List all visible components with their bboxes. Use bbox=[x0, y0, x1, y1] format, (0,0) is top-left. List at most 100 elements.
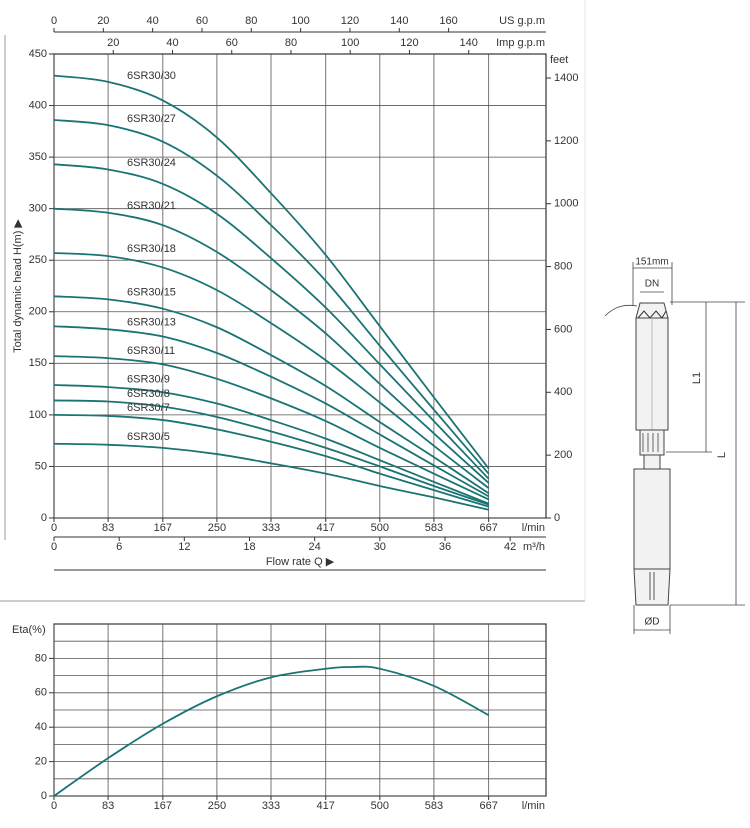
dimension-label: DN bbox=[645, 279, 659, 290]
x-tick-label: 0 bbox=[51, 800, 57, 812]
series-line bbox=[53, 207, 490, 484]
y-tick-label: 50 bbox=[35, 460, 47, 472]
x-unit: l/min bbox=[522, 522, 545, 534]
x-tick-label: 24 bbox=[309, 541, 321, 553]
series-line bbox=[53, 355, 490, 501]
y2-axis-title: feet bbox=[550, 54, 568, 66]
x-tick-label: 140 bbox=[460, 37, 478, 49]
x-tick-label: 83 bbox=[102, 522, 114, 534]
series-label: 6SR30/5 bbox=[127, 431, 170, 443]
series-label: 6SR30/7 bbox=[127, 402, 170, 414]
y2-tick-label: 1000 bbox=[554, 198, 578, 210]
y-tick-label: 80 bbox=[35, 652, 47, 664]
y-tick-label: 450 bbox=[29, 48, 47, 60]
y-tick-label: 200 bbox=[29, 306, 47, 318]
axis-unit: Imp g.p.m bbox=[496, 37, 545, 49]
x-tick-label: 250 bbox=[208, 800, 226, 812]
x-tick-label: 667 bbox=[479, 800, 497, 812]
axis-unit: US g.p.m bbox=[499, 15, 545, 27]
series-line bbox=[53, 665, 490, 797]
x-tick-label: 60 bbox=[226, 37, 238, 49]
series-label: 6SR30/13 bbox=[127, 316, 176, 328]
y-tick-label: 300 bbox=[29, 203, 47, 215]
intake-grille bbox=[642, 433, 659, 452]
y-tick-label: 250 bbox=[29, 254, 47, 266]
motor-base bbox=[633, 568, 671, 606]
x-tick-label: 42 bbox=[504, 541, 516, 553]
x-tick-label: 417 bbox=[317, 522, 335, 534]
x-tick-label: 6 bbox=[116, 541, 122, 553]
y-tick-label: 60 bbox=[35, 687, 47, 699]
x-tick-label: 167 bbox=[154, 522, 172, 534]
x-tick-label: 80 bbox=[245, 15, 257, 27]
series-label: 6SR30/18 bbox=[127, 243, 176, 255]
x-tick-label: 12 bbox=[178, 541, 190, 553]
x-tick-label: 18 bbox=[243, 541, 255, 553]
series-line bbox=[53, 413, 489, 508]
series-line bbox=[53, 442, 489, 511]
series-line bbox=[53, 119, 490, 475]
dimension-label: ØD bbox=[645, 617, 660, 628]
x-tick-label: 160 bbox=[439, 15, 457, 27]
x-tick-label: 100 bbox=[341, 37, 359, 49]
x-tick-label: 60 bbox=[196, 15, 208, 27]
x-tick-label: 583 bbox=[425, 522, 443, 534]
y-tick-label: 20 bbox=[35, 756, 47, 768]
y2-tick-label: 400 bbox=[554, 386, 572, 398]
series-label: 6SR30/30 bbox=[127, 70, 176, 82]
y2-tick-label: 1400 bbox=[554, 72, 578, 84]
series-line bbox=[53, 384, 489, 505]
x-tick-label: 167 bbox=[154, 800, 172, 812]
y2-tick-label: 0 bbox=[554, 512, 560, 524]
x-tick-label: 120 bbox=[341, 15, 359, 27]
y-tick-label: 350 bbox=[29, 151, 47, 163]
x-unit: l/min bbox=[522, 800, 545, 812]
x-tick-label: 0 bbox=[51, 541, 57, 553]
series-label: 6SR30/21 bbox=[127, 200, 176, 212]
dimension-label: L1 bbox=[691, 372, 703, 384]
series-label: 6SR30/24 bbox=[127, 157, 176, 169]
x-tick-label: 417 bbox=[317, 800, 335, 812]
series-line bbox=[53, 399, 489, 506]
y-tick-label: 400 bbox=[29, 99, 47, 111]
x-tick-label: 20 bbox=[107, 37, 119, 49]
pump-diagram: 151mm DN L1 L ØD bbox=[604, 257, 745, 634]
series-label: 6SR30/11 bbox=[127, 345, 175, 357]
y-tick-label: 40 bbox=[35, 721, 47, 733]
x-tick-label: 40 bbox=[147, 15, 159, 27]
x-tick-label: 500 bbox=[371, 522, 389, 534]
x-tick-label: 36 bbox=[439, 541, 451, 553]
x-tick-label: 100 bbox=[291, 15, 309, 27]
x-tick-label: 0 bbox=[51, 522, 57, 534]
x-tick-label: 80 bbox=[285, 37, 297, 49]
x-tick-label: 500 bbox=[371, 800, 389, 812]
motor-base-detail bbox=[649, 572, 655, 600]
pump-head-detail bbox=[637, 310, 667, 319]
series-line bbox=[53, 163, 490, 480]
series-label: 6SR30/15 bbox=[127, 286, 176, 298]
series-line bbox=[53, 74, 490, 470]
y-tick-label: 0 bbox=[41, 790, 47, 802]
x-tick-label: 83 bbox=[102, 800, 114, 812]
x-tick-label: 583 bbox=[425, 800, 443, 812]
series-line bbox=[53, 325, 490, 498]
axis-unit: m³/h bbox=[523, 541, 545, 553]
x-tick-label: 667 bbox=[479, 522, 497, 534]
series-label: 6SR30/27 bbox=[127, 113, 176, 125]
x-tick-label: 333 bbox=[262, 800, 280, 812]
x-tick-label: 120 bbox=[400, 37, 418, 49]
y2-tick-label: 200 bbox=[554, 449, 572, 461]
x-tick-label: 0 bbox=[51, 15, 57, 27]
dimension-label: 151mm bbox=[635, 257, 668, 268]
x-tick-label: 140 bbox=[390, 15, 408, 27]
y-tick-label: 0 bbox=[41, 512, 47, 524]
x-tick-label: 30 bbox=[374, 541, 386, 553]
y-axis-title: Total dynamic head H(m) ▶ bbox=[12, 219, 24, 353]
series-line bbox=[53, 295, 490, 495]
y2-tick-label: 800 bbox=[554, 260, 572, 272]
coupling bbox=[643, 454, 661, 470]
x-tick-label: 333 bbox=[262, 522, 280, 534]
y2-tick-label: 600 bbox=[554, 323, 572, 335]
pump-intake bbox=[639, 429, 665, 456]
